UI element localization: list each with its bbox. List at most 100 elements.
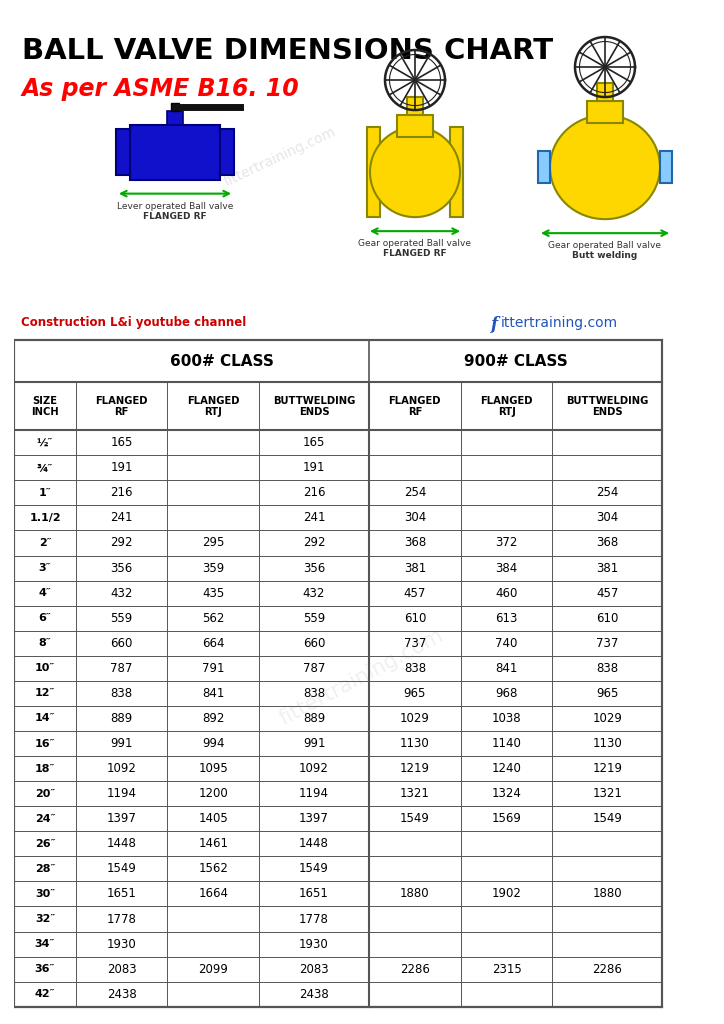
Text: BALL VALVE DIMENSIONS CHART: BALL VALVE DIMENSIONS CHART	[22, 37, 553, 66]
Text: 241: 241	[110, 511, 132, 524]
Text: 1461: 1461	[198, 838, 228, 850]
Text: 1.1/2: 1.1/2	[29, 513, 61, 523]
Text: 838: 838	[303, 687, 325, 699]
Text: 1397: 1397	[106, 812, 136, 825]
Text: 254: 254	[596, 486, 618, 500]
Text: 892: 892	[202, 712, 224, 725]
Text: 613: 613	[495, 611, 518, 625]
Bar	[597, 83, 613, 101]
Text: 610: 610	[404, 611, 426, 625]
Text: 1029: 1029	[400, 712, 430, 725]
Bar	[397, 115, 433, 137]
Text: 14″: 14″	[35, 714, 55, 723]
Text: 1092: 1092	[106, 762, 136, 775]
Text: 841: 841	[495, 662, 518, 675]
Text: 356: 356	[110, 561, 132, 574]
Text: 1240: 1240	[492, 762, 521, 775]
Text: 600# CLASS: 600# CLASS	[170, 354, 274, 369]
Text: BUTTWELDING
ENDS: BUTTWELDING ENDS	[566, 395, 649, 417]
Text: 3″: 3″	[39, 563, 51, 573]
Text: 1778: 1778	[106, 912, 136, 926]
Text: 1029: 1029	[592, 712, 623, 725]
Text: 6″: 6″	[38, 613, 51, 624]
Text: 384: 384	[495, 561, 518, 574]
Text: 457: 457	[596, 587, 618, 600]
Text: 372: 372	[495, 537, 518, 550]
Text: 900# CLASS: 900# CLASS	[464, 354, 568, 369]
Bar	[587, 101, 623, 123]
Text: 18″: 18″	[35, 764, 55, 773]
Text: fittertraining.com: fittertraining.com	[222, 125, 338, 189]
Text: 610: 610	[596, 611, 618, 625]
Text: 460: 460	[495, 587, 518, 600]
Text: 1778: 1778	[299, 912, 329, 926]
Bar	[167, 111, 183, 125]
Text: 994: 994	[202, 737, 224, 750]
Text: 34″: 34″	[35, 939, 55, 949]
Text: 432: 432	[110, 587, 132, 600]
Text: 1″: 1″	[38, 487, 51, 498]
Text: 191: 191	[110, 461, 132, 474]
Text: 26″: 26″	[35, 839, 55, 849]
Text: 2286: 2286	[400, 963, 430, 976]
Text: 965: 965	[404, 687, 426, 699]
Text: 740: 740	[495, 637, 518, 650]
Text: 1140: 1140	[492, 737, 521, 750]
Text: 191: 191	[303, 461, 325, 474]
Text: 304: 304	[404, 511, 426, 524]
Text: 1562: 1562	[198, 862, 228, 876]
Text: 838: 838	[404, 662, 426, 675]
Text: 241: 241	[303, 511, 325, 524]
Text: 216: 216	[303, 486, 325, 500]
Text: 1880: 1880	[592, 888, 622, 900]
Text: 787: 787	[303, 662, 325, 675]
Text: 991: 991	[110, 737, 132, 750]
Bar	[130, 125, 220, 179]
Text: 1448: 1448	[106, 838, 136, 850]
Text: 1448: 1448	[299, 838, 329, 850]
Bar	[220, 129, 234, 175]
Text: 968: 968	[495, 687, 518, 699]
Text: 1038: 1038	[492, 712, 521, 725]
Text: 292: 292	[110, 537, 132, 550]
Text: 838: 838	[597, 662, 618, 675]
Text: FLANGED
RF: FLANGED RF	[389, 395, 441, 417]
Text: 381: 381	[597, 561, 618, 574]
Text: 32″: 32″	[35, 914, 55, 924]
Text: 1092: 1092	[299, 762, 329, 775]
Text: 1324: 1324	[492, 787, 521, 800]
Text: 359: 359	[202, 561, 224, 574]
Text: 660: 660	[303, 637, 325, 650]
Text: 2438: 2438	[106, 988, 136, 1000]
Text: FLANGED RF: FLANGED RF	[143, 212, 207, 220]
Text: 1664: 1664	[198, 888, 228, 900]
Text: 356: 356	[303, 561, 325, 574]
Text: 1569: 1569	[492, 812, 521, 825]
Text: 2083: 2083	[299, 963, 329, 976]
Text: 2315: 2315	[492, 963, 521, 976]
Text: 1321: 1321	[400, 787, 430, 800]
Text: 562: 562	[202, 611, 224, 625]
Text: 2438: 2438	[299, 988, 329, 1000]
Text: 2083: 2083	[106, 963, 136, 976]
Text: 4″: 4″	[38, 588, 51, 598]
Text: 664: 664	[202, 637, 224, 650]
Text: 28″: 28″	[35, 864, 55, 873]
Text: 1930: 1930	[299, 938, 329, 950]
Text: 1549: 1549	[299, 862, 329, 876]
Text: 368: 368	[404, 537, 426, 550]
Text: 1651: 1651	[299, 888, 329, 900]
Text: 1902: 1902	[492, 888, 521, 900]
Text: ¾″: ¾″	[37, 463, 54, 473]
Text: 841: 841	[202, 687, 224, 699]
Text: As per ASME B16. 10: As per ASME B16. 10	[22, 77, 300, 101]
Text: 737: 737	[404, 637, 426, 650]
Text: 36″: 36″	[35, 965, 55, 974]
Text: ittertraining.com: ittertraining.com	[501, 315, 618, 330]
Text: 381: 381	[404, 561, 426, 574]
Ellipse shape	[370, 127, 460, 217]
Text: 1651: 1651	[106, 888, 136, 900]
Text: 791: 791	[202, 662, 224, 675]
Text: 559: 559	[303, 611, 325, 625]
Text: 1397: 1397	[299, 812, 329, 825]
